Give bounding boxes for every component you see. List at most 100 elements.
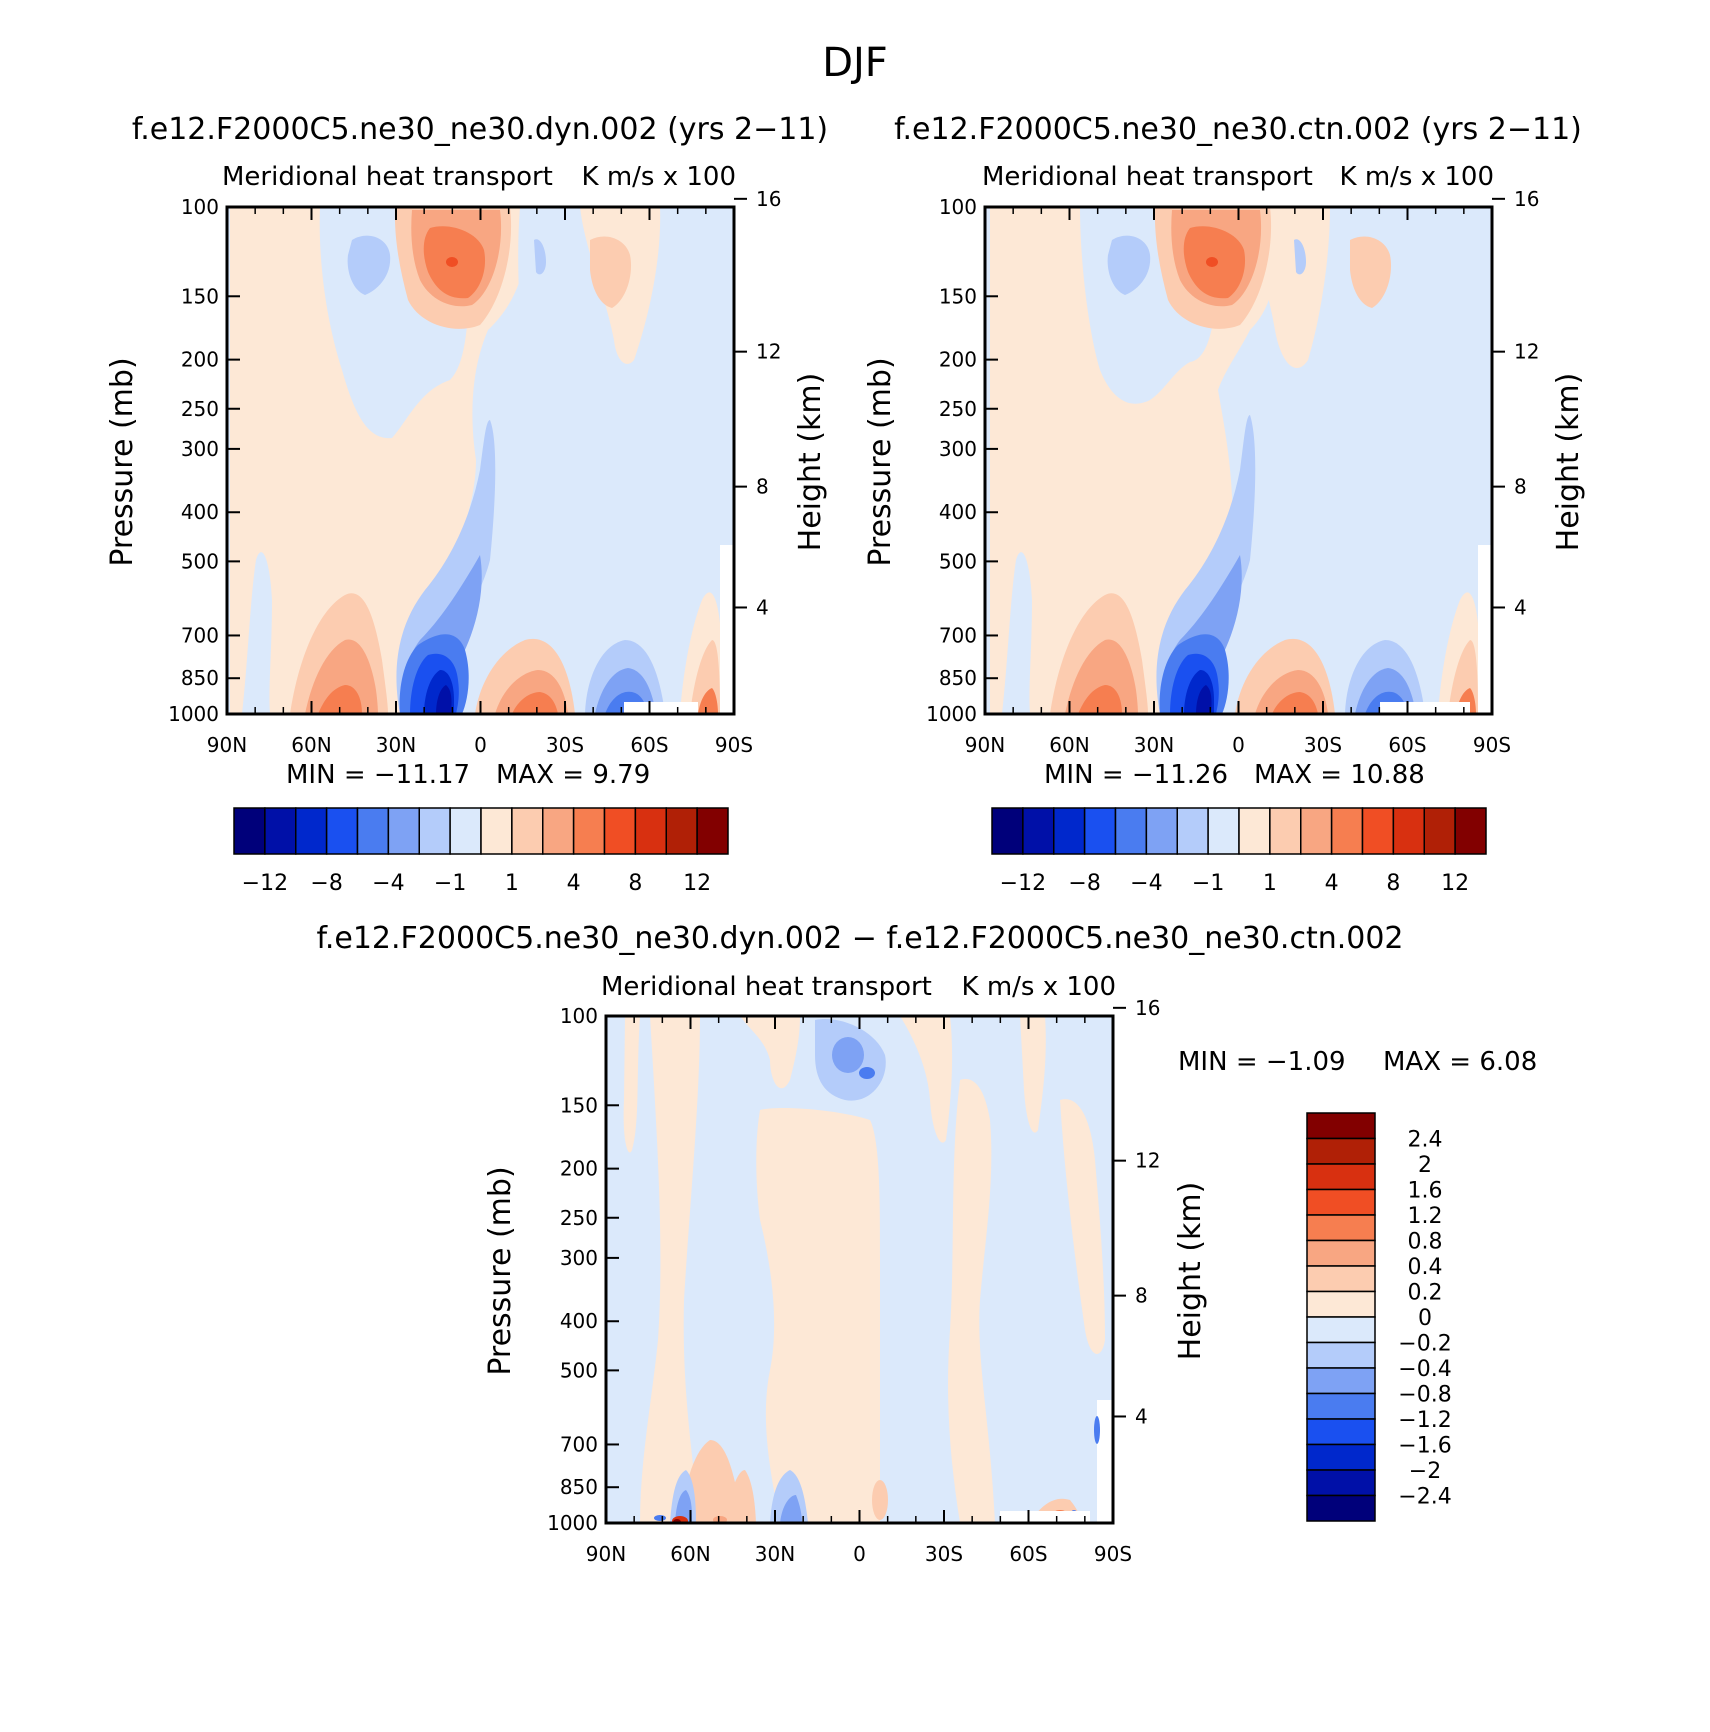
colorbar-box: [1306, 1290, 1376, 1318]
x-tick-label: 90S: [1473, 733, 1511, 757]
colorbar-box: [264, 807, 297, 855]
y-axis-right-label: Height (km): [1551, 373, 1586, 552]
panel-subtitle-left: Meridional heat transport: [222, 162, 553, 192]
x-tick-label: 90S: [1094, 1542, 1132, 1566]
y-tick-label: 150: [939, 284, 977, 308]
y-right-tick-label: 8: [1514, 475, 1527, 499]
colorbar-label: −0.4: [1398, 1357, 1451, 1382]
y-tick-label: 1000: [547, 1511, 598, 1535]
x-tick-label: 30S: [546, 733, 584, 757]
colorbar-label: −8: [310, 871, 342, 896]
contour-field: [606, 1016, 1113, 1523]
colorbar-label: −12: [242, 871, 288, 896]
colorbar-box: [1114, 807, 1148, 855]
colorbar-box: [542, 807, 575, 855]
colorbar-box: [1306, 1265, 1376, 1293]
colorbar-label: 1.6: [1408, 1179, 1443, 1204]
x-axis: 90N 60N 30N 0 30S 60S 90S: [207, 207, 753, 757]
y-axis-label: Pressure (mb): [863, 357, 898, 566]
colorbar-box: [387, 807, 420, 855]
colorbar-box: [1269, 807, 1302, 855]
colorbar-label: 0.8: [1408, 1230, 1443, 1255]
y-right-tick-label: 8: [1135, 1284, 1148, 1308]
y-right-tick-label: 4: [756, 595, 769, 619]
colorbar-label: 2: [1418, 1153, 1432, 1178]
colorbar-label: −2.4: [1398, 1485, 1451, 1510]
y-axis-right-label: Height (km): [1173, 1182, 1208, 1361]
colorbar-box: [480, 807, 513, 855]
colorbar-label: −1.6: [1398, 1434, 1451, 1459]
min-label: MIN = −11.26: [1044, 760, 1228, 790]
colorbar-box: [1145, 807, 1178, 855]
x-tick-label: 90N: [586, 1542, 626, 1566]
y-tick-label: 400: [560, 1309, 598, 1333]
colorbar-box: [665, 807, 698, 855]
y-tick-label: 200: [560, 1157, 598, 1181]
y-tick-label: 300: [181, 437, 219, 461]
y-axis-label: Pressure (mb): [105, 357, 140, 566]
x-tick-label: 60S: [1009, 1542, 1047, 1566]
y-tick-label: 250: [181, 397, 219, 421]
y-tick-label: 1000: [168, 702, 219, 726]
max-label: MAX = 10.88: [1254, 760, 1425, 790]
y-tick-label: 300: [939, 437, 977, 461]
y-axis: 100 150 200 250 300 400 500 700 850 1000 16 12 8 4: [926, 187, 1539, 726]
colorbar-box: [1454, 807, 1487, 855]
colorbar-box: [1306, 1214, 1376, 1242]
x-tick-label: 60N: [1049, 733, 1089, 757]
y-tick-label: 250: [560, 1206, 598, 1230]
colorbar-box: [1300, 807, 1333, 855]
colorbar-box: [1306, 1112, 1376, 1140]
colorbar-box: [1330, 807, 1364, 855]
y-tick-label: 700: [939, 623, 977, 647]
x-tick-label: 90N: [207, 733, 247, 757]
x-tick-label: 30S: [1304, 733, 1342, 757]
colorbar-box: [1306, 1367, 1376, 1395]
x-tick-label: 90S: [715, 733, 753, 757]
colorbar-box: [1306, 1188, 1376, 1216]
colorbar-label: 1: [505, 871, 519, 896]
y-right-tick-label: 12: [756, 340, 781, 364]
y-tick-label: 100: [560, 1004, 598, 1028]
colorbar-label: 0.2: [1408, 1281, 1443, 1306]
y-right-tick-label: 4: [1514, 595, 1527, 619]
y-axis: 100 150 200 250 300 400 500 700 850 1000 16 12 8 4: [547, 996, 1160, 1535]
panel-subtitle-right: K m/s x 100: [582, 162, 737, 192]
colorbar-label: 0.4: [1408, 1255, 1443, 1280]
y-tick-label: 150: [181, 284, 219, 308]
panel-title: f.e12.F2000C5.ne30_ne30.dyn.002 − f.e12.…: [316, 921, 1403, 956]
colorbar-label: −2: [1409, 1459, 1441, 1484]
panel-subtitle-left: Meridional heat transport: [982, 162, 1313, 192]
colorbar-box: [572, 807, 606, 855]
panel-ctn: f.e12.F2000C5.ne30_ne30.ctn.002 (yrs 2−1…: [863, 112, 1586, 896]
x-tick-label: 60N: [670, 1542, 710, 1566]
colorbar-label: −1: [434, 871, 466, 896]
colorbar-label: −1.2: [1398, 1408, 1451, 1433]
x-tick-label: 60N: [291, 733, 331, 757]
x-tick-label: 60S: [1388, 733, 1426, 757]
colorbar-box: [1392, 807, 1425, 855]
colorbar-box: [1306, 1494, 1376, 1522]
x-tick-label: 30N: [1134, 733, 1174, 757]
y-tick-label: 850: [181, 666, 219, 690]
colorbar-box: [295, 807, 328, 855]
max-label: MAX = 9.79: [496, 760, 650, 790]
colorbar-box: [418, 807, 451, 855]
x-axis: 90N 60N 30N 0 30S 60S 90S: [965, 207, 1511, 757]
y-right-tick-label: 12: [1135, 1149, 1160, 1173]
colorbar-box: [603, 807, 637, 855]
colorbar-box: [449, 807, 482, 855]
colorbar-box: [1306, 1137, 1376, 1165]
colorbar-box: [1423, 807, 1456, 855]
panel-title: f.e12.F2000C5.ne30_ne30.ctn.002 (yrs 2−1…: [894, 112, 1582, 147]
min-label: MIN = −1.09: [1178, 1047, 1346, 1077]
y-tick-label: 200: [181, 348, 219, 372]
colorbar: −12 −8 −4 −1 1 4 8 12: [233, 807, 729, 896]
colorbar-label: 12: [1441, 871, 1469, 896]
colorbar-box: [1306, 1443, 1376, 1471]
x-tick-label: 0: [474, 733, 487, 757]
y-tick-label: 500: [181, 549, 219, 573]
panel-subtitle-left: Meridional heat transport: [601, 972, 932, 1002]
y-axis-label: Pressure (mb): [483, 1166, 518, 1375]
